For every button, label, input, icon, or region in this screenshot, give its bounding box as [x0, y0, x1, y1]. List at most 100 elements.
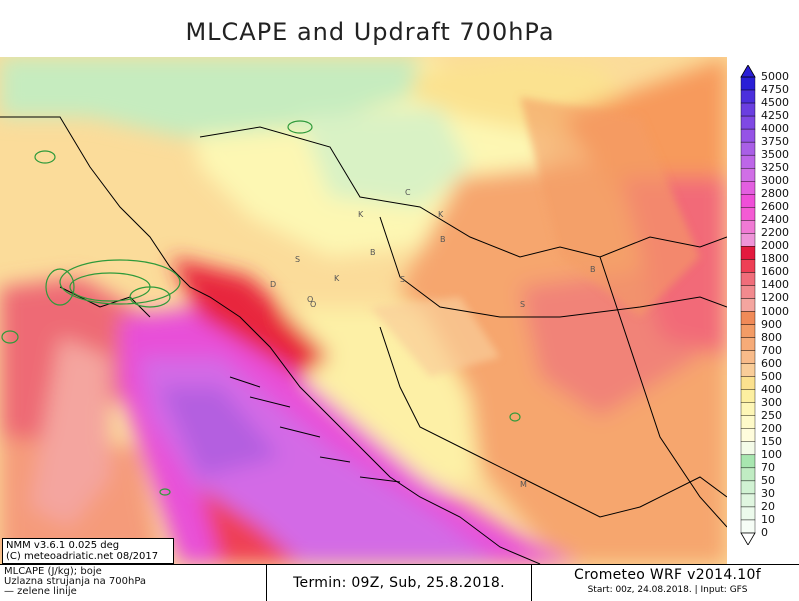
- region-letter: C: [405, 188, 411, 197]
- field-legend-line: MLCAPE (J/kg); boje: [4, 566, 102, 577]
- colorbar-tick-label: 5000: [761, 70, 789, 83]
- colorbar-tick-label: 4500: [761, 96, 789, 110]
- colorbar-swatch: [740, 259, 756, 273]
- colorbar-tick-label: 4000: [761, 122, 789, 136]
- colorbar-tick-label: 1000: [761, 304, 789, 318]
- region-letter: O: [310, 300, 316, 309]
- colorbar-tick-label: 4250: [761, 109, 789, 123]
- field-legend: MLCAPE (J/kg); boje Uzlazna strujanja na…: [4, 567, 146, 597]
- coastlines-and-borders: [0, 116, 727, 564]
- colorbar-swatch: [740, 506, 756, 521]
- colorbar-tick-label: 2000: [761, 239, 789, 253]
- colorbar-tick-label: 100: [761, 447, 782, 461]
- map-title: MLCAPE and Updraft 700hPa: [185, 18, 555, 46]
- colorbar-tick-label: 3500: [761, 148, 789, 162]
- colorbar-swatch: [740, 493, 756, 508]
- forecast-time: Termin: 09Z, Sub, 25.8.2018.: [266, 565, 532, 601]
- updraft-contours: [1, 120, 521, 496]
- colorbar-tick-label: 50: [761, 473, 775, 487]
- colorbar-swatch: [740, 519, 756, 534]
- brand-name: Crometeo WRF v2014.10f: [574, 567, 761, 583]
- colorbar-swatch: [740, 454, 756, 469]
- colorbar-swatch: [740, 402, 756, 416]
- region-letter: S: [295, 255, 300, 264]
- colorbar-tick-label: 1400: [761, 278, 789, 292]
- colorbar-swatch: [740, 194, 756, 208]
- region-letter: D: [270, 280, 276, 289]
- colorbar-swatch: [740, 181, 756, 195]
- model-copyright: (C) meteoadriatic.net 08/2017: [6, 551, 159, 562]
- colorbar-swatch: [740, 102, 756, 117]
- colorbar-tick-label: 4750: [761, 83, 789, 97]
- colorbar-swatch: [740, 415, 756, 429]
- colorbar-swatch: [740, 467, 756, 482]
- field-legend-line: — zelene linije: [4, 586, 77, 597]
- colorbar-swatch: [740, 167, 756, 182]
- colorbar-tick-label: 400: [761, 382, 782, 396]
- region-letter: M: [520, 480, 527, 489]
- colorbar-tick-label: 250: [761, 408, 782, 422]
- colorbar-swatch: [740, 220, 756, 234]
- colorbar-tick-label: 150: [761, 434, 782, 448]
- colorbar-swatch: [740, 285, 756, 299]
- colorbar-tick-label: 2200: [761, 226, 789, 240]
- colorbar-tick-label: 1600: [761, 265, 789, 279]
- region-letter: S: [400, 275, 405, 284]
- colorbar-swatch: [740, 337, 756, 351]
- colorbar-swatch: [740, 115, 756, 130]
- colorbar-swatch: [740, 89, 756, 104]
- colorbar-swatch: [740, 311, 756, 325]
- colorbar-tick-label: 70: [761, 460, 775, 474]
- cape-map: C K B K B O D S S K O S B M: [0, 57, 727, 564]
- region-letter: K: [438, 210, 444, 219]
- colorbar-bottom-arrow: [740, 532, 756, 545]
- region-letter: K: [358, 210, 364, 219]
- colorbar-tick-label: 300: [761, 395, 782, 409]
- colorbar-swatch: [740, 350, 756, 364]
- colorbar-top-arrow: [740, 65, 756, 78]
- region-letter: B: [440, 235, 446, 244]
- colorbar-swatch: [740, 272, 756, 286]
- colorbar-swatch: [740, 141, 756, 156]
- colorbar-tick-label: 2800: [761, 187, 789, 201]
- colorbar-tick-label: 2600: [761, 200, 789, 214]
- colorbar-swatch: [740, 298, 756, 312]
- colorbar-tick-label: 2400: [761, 213, 789, 227]
- colorbar-tick-label: 3750: [761, 135, 789, 149]
- footer: MLCAPE (J/kg); boje Uzlazna strujanja na…: [0, 564, 799, 601]
- colorbar-swatch: [740, 207, 756, 221]
- colorbar-tick-label: 900: [761, 317, 782, 331]
- colorbar-swatch: [740, 233, 756, 247]
- run-info: Start: 00z, 24.08.2018. | Input: GFS: [587, 585, 748, 595]
- colorbar-tick-label: 500: [761, 369, 782, 383]
- colorbar-tick-label: 3250: [761, 161, 789, 175]
- colorbar-swatch: [740, 246, 756, 260]
- colorbar-tick-label: 200: [761, 421, 782, 435]
- brand-block: Crometeo WRF v2014.10f Start: 00z, 24.08…: [540, 567, 795, 595]
- colorbar-tick-label: 0: [761, 526, 768, 539]
- colorbar-swatch: [740, 441, 756, 456]
- region-letter: S: [520, 300, 525, 309]
- colorbar-swatch: [740, 363, 756, 377]
- region-letters: C K B K B O D S S K O S B M: [270, 188, 596, 489]
- colorbar-swatch: [740, 324, 756, 338]
- colorbar-tick-label: 1200: [761, 291, 789, 305]
- colorbar-swatch: [740, 76, 756, 91]
- colorbar-tick-label: 3000: [761, 174, 789, 188]
- colorbar-tick-label: 1800: [761, 252, 789, 266]
- colorbar-tick-label: 20: [761, 499, 775, 513]
- colorbar-swatch: [740, 128, 756, 143]
- model-info-box: NMM v3.6.1 0.025 deg (C) meteoadriatic.n…: [2, 538, 174, 564]
- colorbar-swatch: [740, 376, 756, 390]
- region-letter: B: [370, 248, 376, 257]
- colorbar-tick-label: 800: [761, 330, 782, 344]
- colorbar-tick-label: 10: [761, 512, 775, 526]
- field-legend-line: Uzlazna strujanja na 700hPa: [4, 576, 147, 587]
- colorbar-swatch: [740, 428, 756, 442]
- colorbar-tick-label: 30: [761, 486, 775, 500]
- model-version: NMM v3.6.1 0.025 deg: [6, 540, 120, 551]
- colorbar: [740, 65, 756, 545]
- colorbar-swatch: [740, 480, 756, 495]
- region-letter: K: [334, 274, 340, 283]
- colorbar-swatch: [740, 389, 756, 403]
